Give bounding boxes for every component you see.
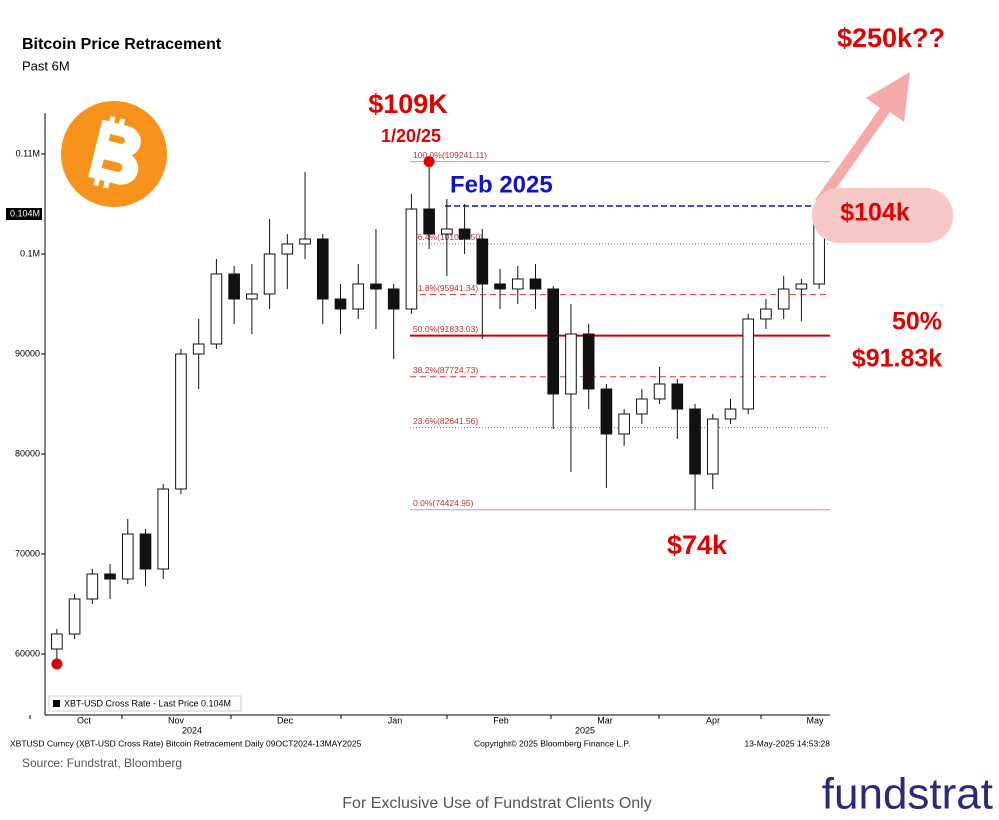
candle-body bbox=[441, 228, 453, 235]
year-label: 2024 bbox=[182, 725, 202, 735]
y-tick-label: 90000 bbox=[15, 348, 40, 358]
candle-body bbox=[476, 238, 489, 285]
highlight-dot bbox=[51, 658, 63, 670]
candle-body bbox=[795, 283, 808, 290]
peak-date: 1/20/25 bbox=[381, 126, 441, 146]
highlight-dot bbox=[423, 156, 435, 168]
candle-body bbox=[210, 273, 223, 345]
candle-body bbox=[352, 283, 365, 310]
fib-label: 76.4%(101024.50) bbox=[413, 232, 483, 242]
candle-body bbox=[423, 208, 435, 235]
candle-body bbox=[636, 398, 648, 415]
candle-body bbox=[121, 533, 134, 580]
candle-body bbox=[777, 288, 790, 310]
legend-swatch bbox=[53, 700, 60, 707]
x-tick-label: Oct bbox=[77, 715, 92, 725]
axes: 60000 70000 80000 90000 0.1M 0.11M 0.104M Oct No… bbox=[6, 113, 830, 735]
y-tick-label: 70000 bbox=[15, 548, 40, 558]
x-tick-label: Apr bbox=[706, 715, 720, 725]
year-label: 2025 bbox=[575, 725, 595, 735]
candle-body bbox=[51, 633, 63, 650]
x-tick-label: Nov bbox=[168, 715, 185, 725]
candle-body bbox=[706, 418, 719, 475]
x-tick-label: Dec bbox=[277, 715, 294, 725]
x-tick-label: Feb bbox=[493, 715, 509, 725]
last-price-box bbox=[6, 208, 42, 220]
candle-body bbox=[104, 573, 116, 580]
candle-body bbox=[724, 408, 737, 420]
fifty-label: 50% bbox=[892, 308, 942, 336]
candle-body bbox=[494, 283, 506, 290]
x-tick-label: Jan bbox=[388, 715, 403, 725]
last-price-label: 0.104M bbox=[10, 208, 40, 218]
x-tick-label: Mar bbox=[597, 715, 613, 725]
source: Source: Fundstrat, Bloomberg bbox=[22, 756, 182, 770]
footer-right: 13-May-2025 14:53:28 bbox=[744, 738, 830, 748]
target-label: $250k?? bbox=[837, 23, 945, 53]
candle-body bbox=[618, 413, 630, 435]
fifty-value: $91.83k bbox=[852, 345, 942, 373]
legend-label: XBT-USD Cross Rate - Last Price 0.104M bbox=[64, 698, 231, 708]
fib-label: 23.6%(82641.56) bbox=[413, 416, 478, 426]
current-highlight bbox=[812, 188, 953, 243]
y-tick-label: 60000 bbox=[15, 648, 40, 658]
fib-label: 100.0%(109241.11) bbox=[413, 150, 487, 160]
fib-label: 61.8%(95941.34) bbox=[413, 283, 478, 293]
peak-label: $109K bbox=[368, 89, 448, 119]
y-tick-label: 80000 bbox=[15, 448, 40, 458]
candle-body bbox=[175, 353, 187, 490]
candle-body bbox=[228, 273, 240, 300]
disclaimer: For Exclusive Use of Fundstrat Clients O… bbox=[342, 795, 651, 812]
candle-body bbox=[246, 293, 258, 300]
candle-body bbox=[263, 253, 276, 295]
candle-body bbox=[600, 388, 613, 435]
candle-body bbox=[157, 488, 170, 570]
y-tick-label: 0.1M bbox=[20, 248, 40, 258]
candle-body bbox=[86, 573, 99, 600]
candle-body bbox=[370, 283, 382, 290]
candle-body bbox=[405, 208, 418, 310]
footer-center: Copyright© 2025 Bloomberg Finance L.P. bbox=[474, 738, 630, 748]
candle-body bbox=[565, 333, 577, 395]
footer-left: XBTUSD Curncy (XBT-USD Cross Rate) Bitco… bbox=[10, 738, 362, 748]
candle-body bbox=[139, 533, 152, 570]
target-arrow bbox=[815, 72, 910, 204]
fib-label: 0.0%(74424.95) bbox=[413, 498, 474, 508]
fib-label: 38.2%(87724.73) bbox=[413, 365, 478, 375]
candle-body bbox=[387, 288, 400, 310]
chart-subtitle: Past 6M bbox=[22, 58, 70, 73]
candle-body bbox=[192, 343, 205, 355]
candle-body bbox=[653, 383, 666, 400]
candle-body bbox=[281, 243, 294, 255]
candle-body bbox=[316, 238, 329, 300]
candle-body bbox=[689, 408, 701, 475]
candle-body bbox=[299, 238, 311, 245]
y-tick-label: 0.11M bbox=[16, 148, 40, 158]
candle-body bbox=[68, 598, 81, 635]
candle-body bbox=[582, 333, 595, 390]
candle-body bbox=[760, 308, 772, 320]
low-label: $74k bbox=[667, 530, 728, 560]
bitcoin-logo bbox=[61, 101, 167, 207]
current-label: $104k bbox=[840, 199, 910, 227]
logo-glyph bbox=[88, 116, 141, 189]
fib-label: 50.0%(91833.03) bbox=[413, 324, 478, 334]
candle-body bbox=[742, 318, 755, 410]
candle-body bbox=[334, 298, 347, 310]
legend-box bbox=[48, 695, 242, 712]
feb-label: Feb 2025 bbox=[450, 171, 553, 198]
brand-logo: fundstrat bbox=[822, 770, 993, 819]
candle-body bbox=[671, 383, 684, 410]
chart-title: Bitcoin Price Retracement bbox=[22, 36, 222, 53]
x-tick-label: May bbox=[806, 715, 824, 725]
candle-body bbox=[529, 278, 542, 290]
candle-body bbox=[458, 228, 471, 240]
candle-body bbox=[547, 288, 560, 395]
candle-body bbox=[511, 278, 524, 290]
